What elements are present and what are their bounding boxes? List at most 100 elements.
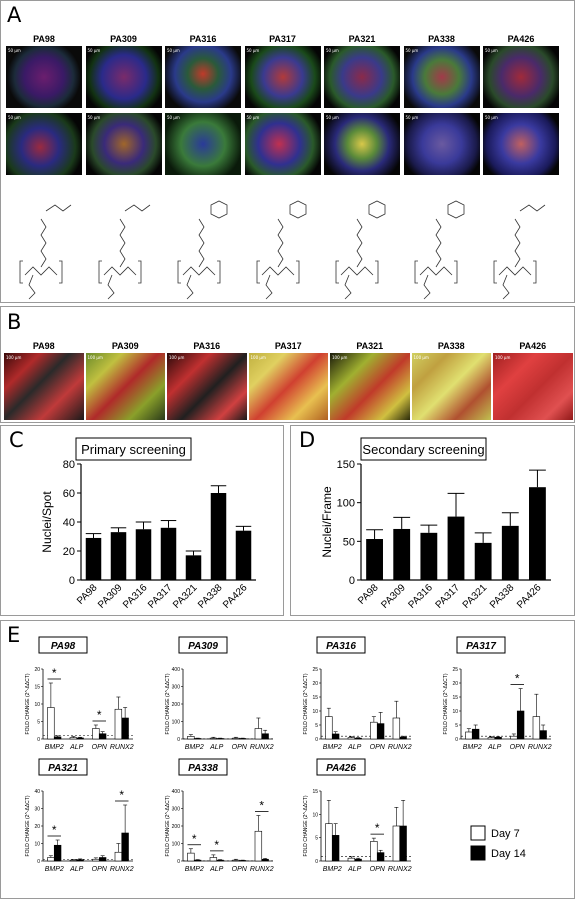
subplot-title: PA321	[48, 763, 78, 774]
bar	[232, 737, 240, 740]
legend-label: Day 7	[491, 828, 520, 840]
polymer-label: PA316	[189, 34, 217, 44]
y-tick-label: 40	[63, 517, 75, 529]
bar	[216, 738, 224, 740]
y-axis-label: Nuclei/Frame	[320, 486, 334, 558]
micrograph-image: 50 µm	[165, 46, 241, 108]
micrograph-image: 50 µm	[85, 113, 162, 175]
subplot-title-box	[316, 758, 366, 776]
scale-bar: 50 µm	[326, 115, 339, 120]
bar	[193, 859, 202, 862]
polymer-label: PA426	[507, 34, 535, 44]
y-tick-label: 0	[315, 859, 318, 865]
bar	[238, 860, 247, 862]
x-tick-label: PA98	[356, 582, 381, 607]
y-tick-label: 5	[315, 836, 318, 842]
bar	[474, 542, 492, 580]
y-axis-label: FOLD CHANGE (2^-ΔΔCT)	[165, 673, 171, 734]
structure-side-chain	[356, 218, 363, 268]
structure-ester	[107, 274, 115, 300]
y-tick-label: 0	[177, 859, 180, 865]
significance-marker: *	[119, 788, 124, 802]
micrograph-image: 100 µm	[330, 353, 410, 420]
polymer-label: PA98	[32, 341, 55, 351]
bar	[160, 527, 177, 580]
subplot-title-box	[456, 636, 506, 654]
subplot-title-box	[316, 636, 366, 654]
y-tick-label: 20	[63, 546, 75, 558]
x-tick-label: OPN	[92, 866, 108, 873]
x-tick-label: PA426	[515, 582, 544, 611]
structure-ring	[210, 200, 228, 219]
significance-marker: *	[52, 823, 57, 837]
x-tick-label: OPN	[92, 744, 108, 751]
y-axis-label: FOLD CHANGE (2^-ΔΔCT)	[25, 673, 31, 734]
polymer-label: PA309	[110, 34, 137, 44]
bar	[238, 738, 247, 740]
bar	[209, 857, 218, 862]
structure-side-chain	[198, 218, 205, 268]
subplot-title-box	[38, 758, 88, 776]
bar	[510, 735, 518, 740]
x-tick-label: RUNX2	[388, 744, 412, 751]
structure-side-chain	[435, 218, 442, 268]
panel-d-label: D	[299, 428, 316, 452]
panel-a: A PA98 PA309 PA316 PA317 PA321 PA338 PA426 50 …	[0, 0, 575, 303]
x-tick-label: ALP	[347, 744, 362, 751]
y-tick-label: 10	[312, 709, 318, 715]
bar	[539, 730, 547, 740]
x-tick-label: RUNX2	[528, 744, 552, 751]
y-tick-label: 150	[337, 459, 355, 471]
bar	[92, 858, 100, 862]
bar	[209, 737, 218, 740]
significance-marker: *	[259, 799, 264, 813]
bar	[85, 537, 102, 580]
y-tick-label: 25	[452, 667, 458, 673]
structure-backbone	[103, 266, 137, 276]
bar	[393, 528, 411, 580]
bar	[331, 835, 340, 862]
x-tick-label: BMP2	[323, 744, 342, 751]
bar	[529, 487, 546, 580]
x-tick-label: PA309	[96, 582, 125, 611]
bar	[487, 737, 496, 740]
chart-title-box	[360, 437, 487, 461]
bar	[114, 708, 123, 740]
scale-bar: 50 µm	[246, 48, 260, 53]
x-tick-label: BMP2	[185, 866, 204, 873]
y-tick-label: 0	[69, 575, 75, 587]
y-tick-label: 10	[34, 842, 40, 848]
bar	[494, 737, 502, 740]
structure-backbone	[261, 266, 295, 276]
bar	[121, 832, 129, 862]
x-tick-label: ALP	[209, 866, 224, 873]
structure-ester	[502, 274, 510, 300]
y-tick-label: 200	[172, 824, 181, 830]
structure-backbone	[182, 266, 216, 276]
bar	[392, 717, 401, 740]
scale-bar: 100 µm	[413, 355, 429, 360]
bar	[261, 858, 269, 862]
structure-ring	[368, 200, 386, 219]
bar	[376, 723, 385, 740]
structure-ester	[265, 274, 273, 300]
scale-bar: 100 µm	[250, 355, 266, 360]
bar	[532, 716, 541, 740]
bar	[92, 728, 100, 740]
bar	[76, 859, 84, 862]
y-tick-label: 0	[177, 737, 180, 743]
y-tick-label: 400	[172, 667, 181, 673]
y-tick-label: 80	[63, 459, 75, 471]
bar	[420, 532, 438, 580]
y-tick-label: 300	[172, 807, 181, 813]
micrograph-image: 50 µm	[324, 113, 400, 175]
polymer-label: PA321	[348, 34, 376, 44]
chart-d: Secondary screening 0 50 100 150 Nuclei/Frame…	[320, 437, 551, 611]
bar	[98, 733, 107, 740]
x-tick-label: ALP	[487, 744, 502, 751]
bar	[516, 710, 525, 740]
chart-title: Primary screening	[81, 442, 186, 457]
chemical-structure	[177, 200, 228, 300]
y-tick-label: 0	[315, 737, 318, 743]
x-tick-label: ALP	[347, 866, 362, 873]
